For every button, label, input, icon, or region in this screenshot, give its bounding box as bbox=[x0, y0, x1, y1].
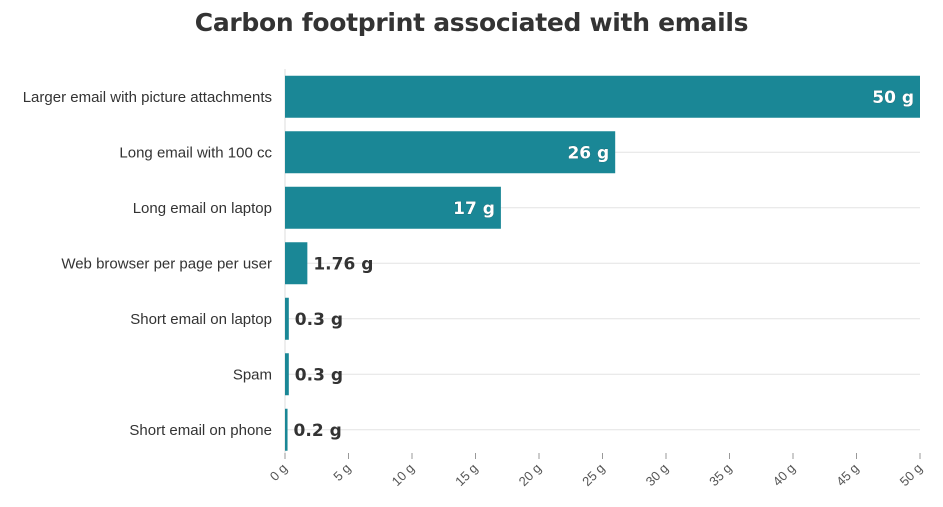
bar bbox=[285, 408, 288, 451]
value-label: 0.3 g bbox=[295, 310, 343, 330]
category-label: Spam bbox=[233, 366, 272, 383]
value-label: 26 g bbox=[567, 143, 609, 163]
bar bbox=[285, 297, 289, 340]
bar bbox=[285, 242, 308, 285]
category-label: Web browser per page per user bbox=[61, 255, 272, 272]
x-axis-ticks: 0 g 5 g 10 g 15 g 20 g 25 g 30 g 35 g 40 g 45 g 50… bbox=[267, 453, 925, 489]
category-label: Long email with 100 cc bbox=[119, 144, 272, 161]
category-label: Long email on laptop bbox=[133, 200, 272, 217]
bar bbox=[285, 131, 616, 174]
value-label: 0.2 g bbox=[294, 421, 342, 441]
category-labels: Larger email with picture attachments Lon… bbox=[23, 89, 273, 439]
x-tick-label: 10 g bbox=[389, 461, 418, 490]
bar bbox=[285, 186, 501, 229]
value-label: 17 g bbox=[453, 199, 495, 219]
bars bbox=[285, 75, 920, 451]
x-tick-label: 50 g bbox=[897, 461, 926, 490]
value-label: 1.76 g bbox=[313, 254, 373, 274]
category-label: Short email on phone bbox=[129, 422, 272, 439]
x-tick-label: 0 g bbox=[267, 461, 290, 484]
x-tick-label: 40 g bbox=[770, 461, 799, 490]
chart-title: Carbon footprint associated with emails bbox=[194, 8, 749, 37]
x-tick-label: 15 g bbox=[452, 461, 481, 490]
x-tick-label: 20 g bbox=[516, 461, 545, 490]
bar bbox=[285, 353, 289, 396]
value-label: 0.3 g bbox=[295, 365, 343, 385]
x-tick-label: 45 g bbox=[833, 461, 862, 490]
value-labels: 50 g 26 g 17 g 1.76 g 0.3 g 0.3 g 0.2 g bbox=[294, 87, 915, 441]
value-label: 50 g bbox=[872, 88, 914, 108]
x-tick-label: 35 g bbox=[706, 461, 735, 490]
gridlines bbox=[284, 69, 920, 453]
bar bbox=[285, 75, 920, 118]
x-tick-label: 30 g bbox=[643, 461, 672, 490]
x-tick-label: 25 g bbox=[579, 461, 608, 490]
x-tick-label: 5 g bbox=[330, 461, 353, 484]
category-label: Short email on laptop bbox=[130, 311, 272, 328]
category-label: Larger email with picture attachments bbox=[23, 89, 272, 106]
